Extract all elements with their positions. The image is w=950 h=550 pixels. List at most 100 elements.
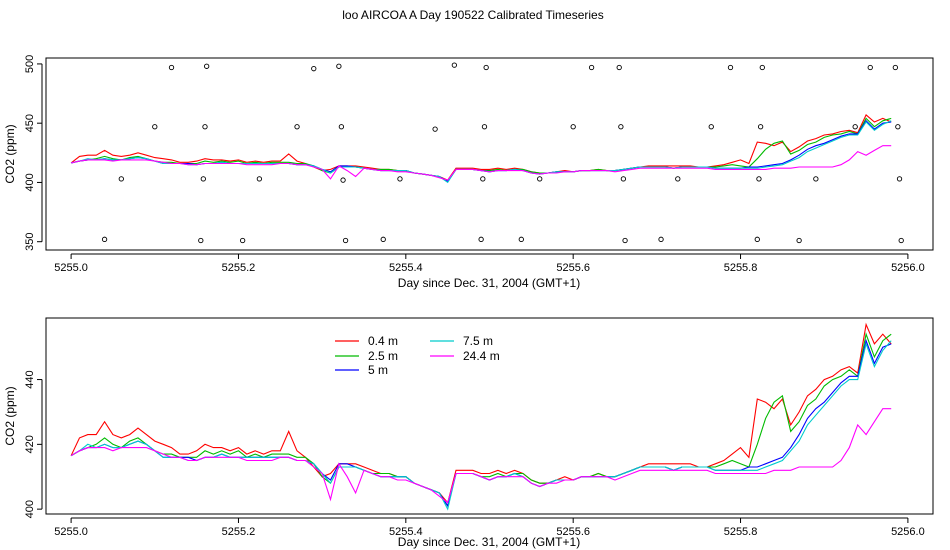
outlier-point <box>101 236 108 242</box>
bottom-y-tick-label: 420 <box>24 435 36 453</box>
outlier-point <box>202 124 208 130</box>
outlier-point <box>675 176 681 182</box>
outlier-point <box>813 176 819 182</box>
outlier-point <box>757 124 764 130</box>
top-y-tick-label: 450 <box>24 114 36 132</box>
legend-item-7.5m: 7.5 m <box>430 334 493 348</box>
outlier-point <box>198 237 204 244</box>
outlier-point <box>338 124 345 130</box>
top-x-tick-label: 5255.4 <box>389 262 423 274</box>
top-y-tick-label: 500 <box>24 55 36 73</box>
outlier-point <box>588 64 595 71</box>
outlier-point <box>311 66 317 72</box>
figure-title: loo AIRCOA A Day 190522 Calibrated Times… <box>342 8 603 22</box>
outlier-point <box>380 236 386 242</box>
legend-label: 0.4 m <box>368 334 398 348</box>
top-y-tick-label: 350 <box>24 233 36 251</box>
outlier-point <box>481 124 488 130</box>
legend-item-5m: 5 m <box>335 363 388 377</box>
outlier-point <box>895 124 901 130</box>
top-plot-frame <box>45 57 934 251</box>
top-axes: 5255.0 5255.2 5255.4 5255.6 5255.8 5256.0 350 4… <box>24 55 925 274</box>
outlier-point <box>896 176 903 182</box>
top-y-tick-label: 400 <box>24 173 36 191</box>
outlier-point <box>852 124 858 130</box>
outlier-point <box>518 236 524 242</box>
top-series-line-2.5m <box>70 117 892 183</box>
bottom-series-line-5m <box>70 338 892 508</box>
outlier-point <box>898 237 904 244</box>
outlier-point <box>867 64 873 71</box>
top-x-tick-label: 5255.6 <box>556 262 590 274</box>
bottom-series <box>70 322 892 511</box>
legend-item-2.5m: 2.5 m <box>335 349 398 363</box>
outlier-point <box>616 64 622 71</box>
outlier-point <box>239 237 246 244</box>
bottom-panel: 5255.0 5255.2 5255.4 5255.6 5255.8 5256.0 400 4… <box>3 317 934 549</box>
legend-label: 2.5 m <box>368 349 398 363</box>
outlier-point <box>727 64 734 71</box>
outlier-point <box>451 62 458 68</box>
bottom-y-tick-label: 440 <box>24 370 36 388</box>
bottom-x-tick-label: 5256.0 <box>891 526 925 538</box>
outlier-point <box>340 177 346 183</box>
outlier-point <box>152 124 158 130</box>
outlier-point <box>204 63 210 69</box>
bottom-series-line-0.4m <box>70 322 892 504</box>
top-series-line-5m <box>70 119 892 183</box>
bottom-x-tick-label: 5255.6 <box>556 526 590 538</box>
outlier-point <box>756 176 762 182</box>
outlier-point <box>622 237 628 244</box>
legend-label: 5 m <box>368 363 388 377</box>
outlier-point <box>892 64 898 71</box>
bottom-y-axis-label: CO2 (ppm) <box>3 386 17 445</box>
top-series-line-24.4m <box>70 145 892 181</box>
bottom-x-tick-label: 5255.0 <box>54 526 88 538</box>
outlier-point <box>478 236 484 242</box>
bottom-series-line-24.4m <box>70 408 892 504</box>
bottom-plot-frame <box>45 317 934 515</box>
top-series <box>70 114 892 184</box>
bottom-x-tick-label: 5255.8 <box>724 526 758 538</box>
top-x-tick-label: 5255.0 <box>54 262 88 274</box>
top-panel: 5255.0 5255.2 5255.4 5255.6 5255.8 5256.0 350 4… <box>3 55 934 290</box>
outlier-point <box>570 124 576 130</box>
outlier-point <box>342 237 349 244</box>
outlier-point <box>294 124 300 130</box>
outlier-point <box>483 64 489 71</box>
bottom-x-axis-label: Day since Dec. 31, 2004 (GMT+1) <box>398 535 580 549</box>
outlier-point <box>480 176 486 182</box>
outlier-point <box>397 176 403 182</box>
outlier-point <box>256 176 263 182</box>
top-x-axis-label: Day since Dec. 31, 2004 (GMT+1) <box>398 276 580 290</box>
legend-item-0.4m: 0.4 m <box>335 334 398 348</box>
outlier-point <box>432 126 438 132</box>
top-x-tick-label: 5255.8 <box>724 262 758 274</box>
bottom-x-tick-label: 5255.2 <box>222 526 256 538</box>
outlier-point <box>336 63 342 69</box>
bottom-x-tick-label: 5255.4 <box>389 526 423 538</box>
outlier-point <box>658 236 664 242</box>
top-y-axis-label: CO2 (ppm) <box>3 124 17 183</box>
outlier-point <box>537 176 543 182</box>
outlier-point <box>759 64 765 71</box>
outlier-point <box>168 64 175 71</box>
outlier-point <box>796 237 802 244</box>
outlier-point <box>118 176 124 182</box>
top-outlier-points <box>101 62 904 244</box>
outlier-point <box>754 236 760 242</box>
legend: 0.4 m 2.5 m 5 m 7.5 m 24.4 m <box>335 334 500 377</box>
outlier-point <box>708 124 714 130</box>
outlier-point <box>620 176 627 182</box>
top-series-line-7.5m <box>70 120 892 184</box>
legend-label: 24.4 m <box>463 349 500 363</box>
bottom-axes: 5255.0 5255.2 5255.4 5255.6 5255.8 5256.0 400 4… <box>24 370 925 538</box>
outlier-point <box>618 124 624 130</box>
top-x-tick-label: 5255.2 <box>222 262 256 274</box>
outlier-point <box>200 176 206 182</box>
bottom-y-tick-label: 400 <box>24 500 36 518</box>
legend-item-24.4m: 24.4 m <box>430 349 500 363</box>
legend-label: 7.5 m <box>463 334 493 348</box>
top-x-tick-label: 5256.0 <box>891 262 925 274</box>
